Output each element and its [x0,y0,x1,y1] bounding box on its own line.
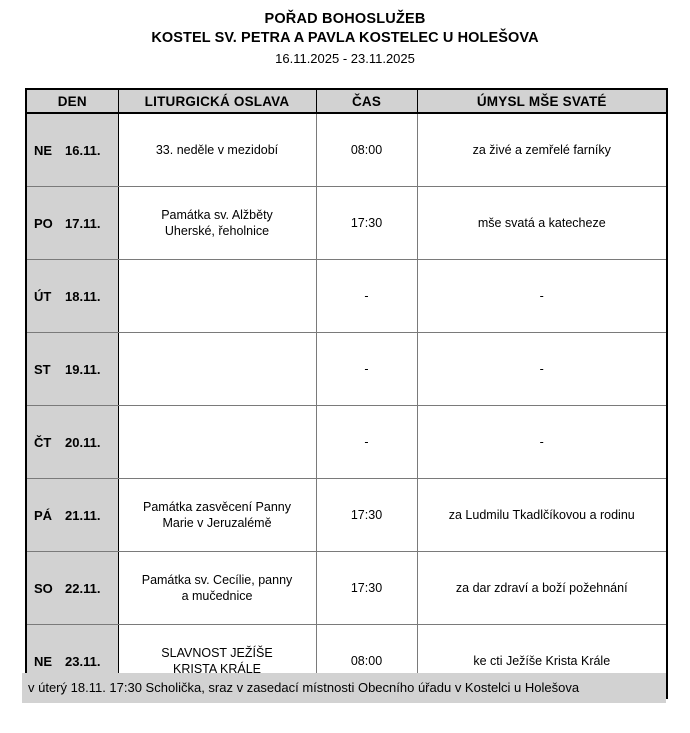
cell-liturgical-celebration: Památka zasvěcení Panny Marie v Jeruzalém… [117,478,317,552]
column-header-cas: ČAS [315,89,418,114]
column-header-liturgicka-oslava: LITURGICKÁ OSLAVA [117,89,317,114]
table-row: PÁ 21.11. Památka zasvěcení Panny Marie v J… [26,478,667,552]
cell-day: PÁ 21.11. [26,478,119,552]
time-value: 17:30 [350,508,383,522]
celebration-line: Památka zasvěcení Panny [143,500,291,514]
cell-day: ÚT 18.11. [26,259,119,333]
day-date: 19.11. [65,361,101,377]
celebration-line: SLAVNOST JEŽÍŠE [161,646,273,660]
cell-day: SO 22.11. [26,551,119,625]
cell-mass-intention: - [416,259,667,333]
day-date: 23.11. [65,653,101,669]
cell-time: - [315,259,418,333]
table-row: ÚT 18.11. - - [26,259,667,333]
cell-time: 08:00 [315,112,418,187]
day-date: 16.11. [65,142,101,158]
document-date-range: 16.11.2025 - 23.11.2025 [275,51,415,66]
day-of-week: ST [34,361,51,377]
day-date: 21.11. [65,507,101,523]
table-row: SO 22.11. Památka sv. Cecílie, panny a muče… [26,551,667,625]
cell-time: - [315,332,418,406]
cell-liturgical-celebration: Památka sv. Alžběty Uherské, řeholnice [117,186,317,260]
day-date: 17.11. [65,215,101,231]
cell-liturgical-celebration: 33. neděle v mezidobí [117,112,317,187]
celebration-line: a mučednice [181,589,253,603]
cell-liturgical-celebration: Památka sv. Cecílie, panny a mučednice [117,551,317,625]
column-header-den: DEN [26,89,119,114]
cell-time: 17:30 [315,551,418,625]
cell-mass-intention: mše svatá a katecheze [416,186,667,260]
mass-intention-value: za živé a zemřelé farníky [472,143,611,157]
table-row: PO 17.11. Památka sv. Alžběty Uherské, řeho… [26,186,667,260]
cell-day: ST 19.11. [26,332,119,406]
cell-day: ČT 20.11. [26,405,119,479]
mass-intention-value: za Ludmilu Tkadlčíkovou a rodinu [448,508,635,522]
celebration-line: Památka sv. Alžběty [161,208,273,222]
cell-mass-intention: za živé a zemřelé farníky [416,112,667,187]
day-of-week: ÚT [34,288,52,304]
day-date: 20.11. [65,434,101,450]
mass-intention-value: - [539,289,544,303]
celebration-line: 33. neděle v mezidobí [155,143,279,157]
column-header-umysl-mse-svate: ÚMYSL MŠE SVATÉ [416,89,667,114]
document-header: POŘAD BOHOSLUŽEB KOSTEL SV. PETRA A PAVL… [0,0,690,69]
day-of-week: PÁ [34,507,53,523]
cell-mass-intention: za Ludmilu Tkadlčíkovou a rodinu [416,478,667,552]
celebration-line: Uherské, řeholnice [164,224,270,238]
time-value: - [364,362,369,376]
day-date: 18.11. [65,288,101,304]
cell-day: NE 16.11. [26,112,119,187]
mass-intention-value: - [539,435,544,449]
table-row: ČT 20.11. - - [26,405,667,479]
cell-time: 17:30 [315,186,418,260]
day-of-week: NE [34,142,53,158]
cell-mass-intention: - [416,332,667,406]
schedule-table-container: DEN LITURGICKÁ OSLAVA ČAS ÚMYSL MŠE SVAT… [25,88,668,699]
cell-time: - [315,405,418,479]
schedule-table-body: NE 16.11. 33. neděle v mezidobí 08:00 za živ… [26,112,667,698]
mass-intention-value: - [539,362,544,376]
cell-liturgical-celebration [117,259,317,333]
cell-mass-intention: - [416,405,667,479]
celebration-line: Památka sv. Cecílie, panny [141,573,293,587]
day-date: 22.11. [65,580,101,596]
table-header-row: DEN LITURGICKÁ OSLAVA ČAS ÚMYSL MŠE SVAT… [26,89,667,114]
cell-liturgical-celebration [117,332,317,406]
time-value: 08:00 [350,143,383,157]
cell-time: 17:30 [315,478,418,552]
mass-intention-value: ke cti Ježíše Krista Krále [473,654,611,668]
cell-day: PO 17.11. [26,186,119,260]
cell-liturgical-celebration [117,405,317,479]
cell-mass-intention: za dar zdraví a boží požehnání [416,551,667,625]
day-of-week: ČT [34,434,52,450]
time-value: - [364,289,369,303]
schedule-table-head: DEN LITURGICKÁ OSLAVA ČAS ÚMYSL MŠE SVAT… [26,89,667,114]
time-value: - [364,435,369,449]
document-title-primary: POŘAD BOHOSLUŽEB [264,11,426,27]
day-of-week: SO [34,580,53,596]
table-row: ST 19.11. - - [26,332,667,406]
time-value: 17:30 [350,581,383,595]
celebration-line: Marie v Jeruzalémě [162,516,272,530]
table-row: NE 16.11. 33. neděle v mezidobí 08:00 za živ… [26,112,667,187]
mass-intention-value: mše svatá a katecheze [477,216,606,230]
time-value: 17:30 [350,216,383,230]
celebration-line: KRISTA KRÁLE [173,662,261,676]
day-of-week: PO [34,215,53,231]
footer-note: v úterý 18.11. 17:30 Scholička, sraz v z… [22,673,666,703]
document-title-secondary: KOSTEL SV. PETRA A PAVLA KOSTELEC U HOLE… [151,30,539,46]
mass-intention-value: za dar zdraví a boží požehnání [455,581,628,595]
time-value: 08:00 [350,654,383,668]
schedule-table: DEN LITURGICKÁ OSLAVA ČAS ÚMYSL MŠE SVAT… [25,88,668,699]
day-of-week: NE [34,653,53,669]
